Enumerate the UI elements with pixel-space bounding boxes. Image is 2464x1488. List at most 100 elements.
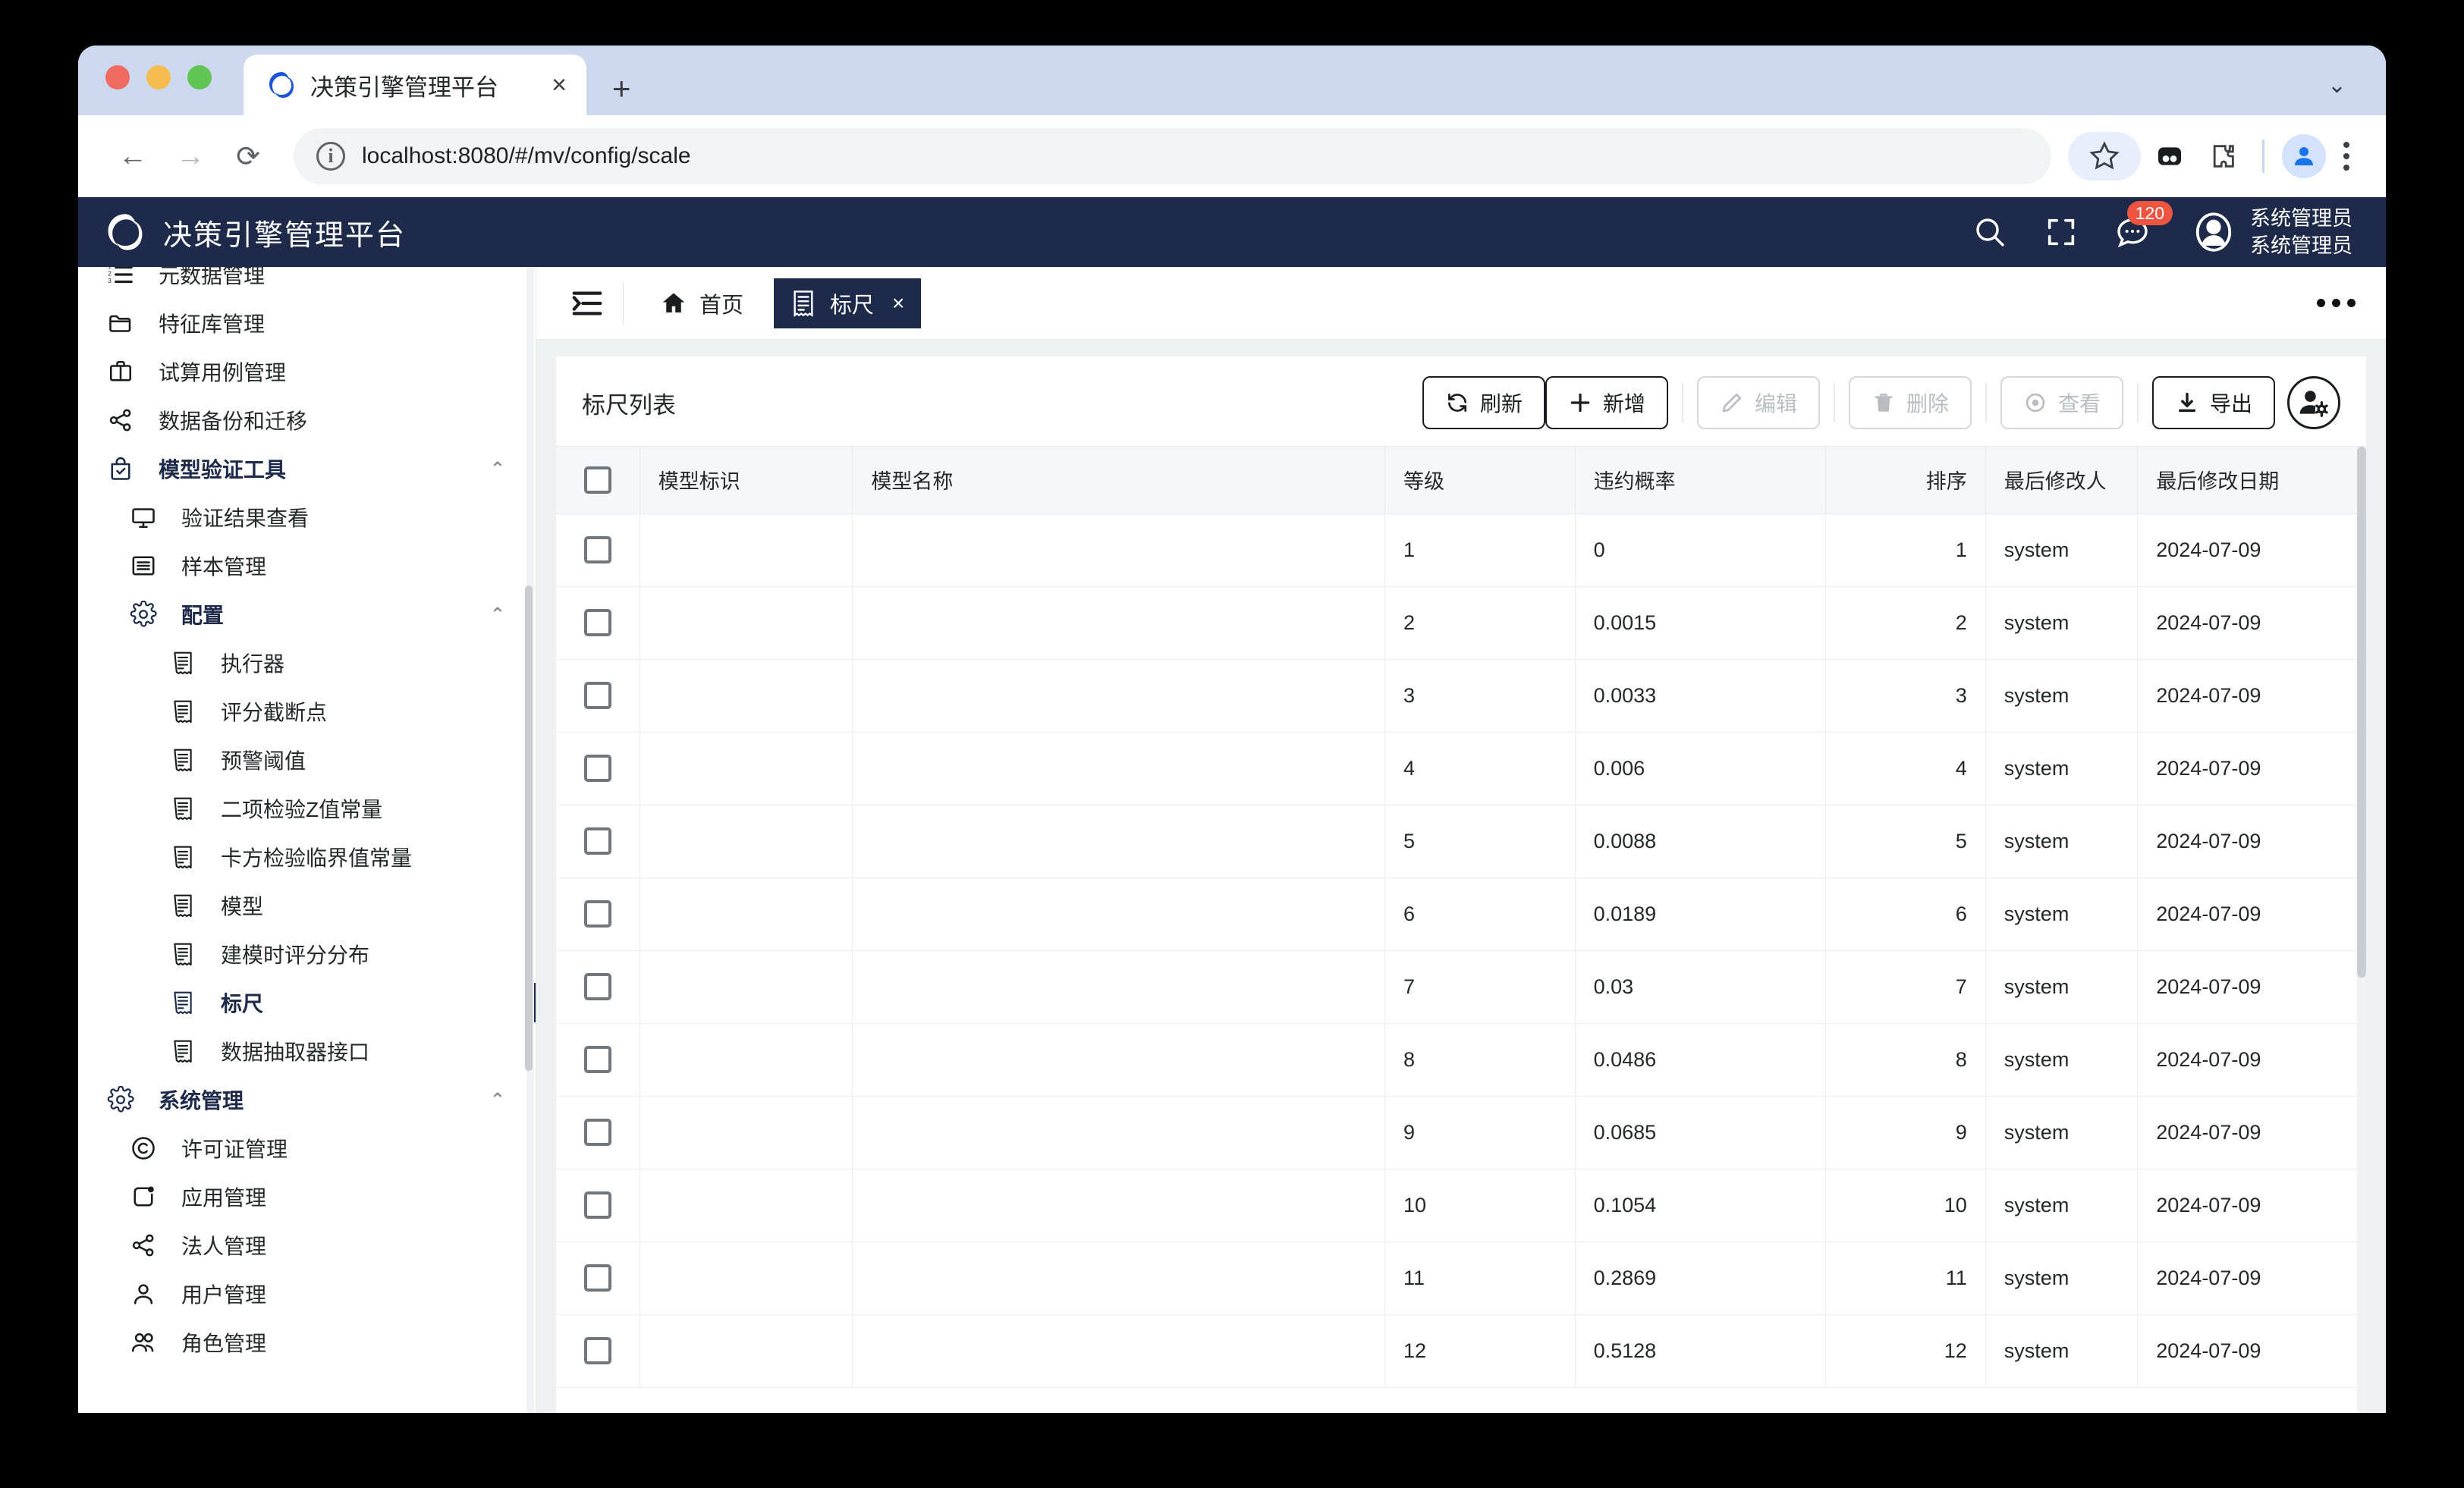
document-icon (163, 648, 203, 677)
tab-scale[interactable]: 标尺 × (774, 278, 922, 328)
site-info-icon[interactable]: i (316, 142, 345, 171)
fullscreen-icon[interactable] (2041, 212, 2082, 253)
column-header-pd[interactable]: 违约概率 (1575, 447, 1827, 514)
table-row[interactable]: 4 0.006 4 system 2024-07-09 (556, 732, 2366, 805)
back-button[interactable]: ← (118, 140, 147, 172)
row-checkbox[interactable] (583, 973, 611, 1000)
toolbar-divider (2136, 383, 2139, 422)
message-icon[interactable]: 120 (2112, 201, 2173, 253)
row-select-cell (556, 950, 640, 1024)
row-checkbox[interactable] (583, 900, 611, 928)
sidebar-item-数据备份和迁移[interactable]: 数据备份和迁移 (78, 396, 536, 444)
browser-menu-button[interactable] (2333, 142, 2360, 171)
sidebar-item-特征库管理[interactable]: 特征库管理 (78, 299, 536, 347)
extensions-puzzle-icon[interactable] (2198, 132, 2247, 181)
sidebar-item-模型验证工具[interactable]: 模型验证工具 ⌃ (78, 444, 536, 493)
forward-button[interactable]: → (176, 140, 205, 172)
column-header-date[interactable]: 最后修改日期 (2137, 447, 2366, 514)
ordered-list-icon: 123 (101, 267, 140, 289)
table-row[interactable]: 3 0.0033 3 system 2024-07-09 (556, 659, 2366, 733)
sidebar-item-样本管理[interactable]: 样本管理 (78, 542, 536, 590)
search-icon[interactable] (1969, 212, 2010, 253)
row-checkbox[interactable] (583, 1337, 611, 1364)
table-row[interactable]: 6 0.0189 6 system 2024-07-09 (556, 877, 2366, 951)
table-row[interactable]: 9 0.0685 9 system 2024-07-09 (556, 1096, 2366, 1169)
row-checkbox[interactable] (583, 536, 611, 563)
more-options-icon[interactable] (2317, 299, 2356, 307)
sidebar-item-法人管理[interactable]: 法人管理 (78, 1221, 536, 1270)
maximize-window-button[interactable] (187, 65, 212, 89)
row-checkbox[interactable] (583, 1264, 611, 1292)
select-all-checkbox[interactable] (583, 466, 611, 494)
row-checkbox[interactable] (583, 755, 611, 782)
column-header-model-name[interactable]: 模型名称 (852, 447, 1385, 514)
sidebar-item-角色管理[interactable]: 角色管理 (78, 1318, 536, 1367)
table-row[interactable]: 12 0.5128 12 system 2024-07-09 (556, 1314, 2366, 1388)
sidebar-item-配置[interactable]: 配置 ⌃ (78, 590, 536, 639)
table-row[interactable]: 8 0.0486 8 system 2024-07-09 (556, 1023, 2366, 1097)
sidebar-item-用户管理[interactable]: 用户管理 (78, 1270, 536, 1318)
close-tab-scale-button[interactable]: × (892, 290, 905, 315)
row-checkbox[interactable] (583, 1191, 611, 1219)
sidebar-item-模型[interactable]: 模型 (78, 881, 536, 930)
column-header-level[interactable]: 等级 (1384, 447, 1576, 514)
sidebar-item-建模时评分分布[interactable]: 建模时评分分布 (78, 930, 536, 978)
collapse-menu-icon[interactable] (562, 286, 612, 321)
table-row[interactable]: 11 0.2869 11 system 2024-07-09 (556, 1242, 2366, 1315)
column-header-model-id[interactable]: 模型标识 (640, 447, 853, 514)
row-checkbox[interactable] (583, 827, 611, 855)
sidebar-item-试算用例管理[interactable]: 试算用例管理 (78, 347, 536, 396)
table-row[interactable]: 5 0.0088 5 system 2024-07-09 (556, 805, 2366, 878)
cell-date: 2024-07-09 (2137, 513, 2366, 587)
sidebar-item-评分截断点[interactable]: 评分截断点 (78, 687, 536, 736)
new-tab-button[interactable]: + (612, 71, 631, 106)
tab-home[interactable]: 首页 (643, 280, 760, 327)
sidebar-scrollbar-track[interactable] (525, 267, 534, 1413)
sidebar-item-验证结果查看[interactable]: 验证结果查看 (78, 493, 536, 542)
close-window-button[interactable] (105, 65, 130, 89)
table-row[interactable]: 10 0.1054 10 system 2024-07-09 (556, 1169, 2366, 1242)
row-checkbox[interactable] (583, 1119, 611, 1146)
chevron-up-icon[interactable]: ⌃ (489, 1089, 505, 1110)
sidebar-item-label: 标尺 (221, 992, 264, 1016)
user-settings-button[interactable] (2287, 376, 2340, 429)
browser-profile-avatar[interactable] (2280, 132, 2328, 181)
sidebar-item-二项检验Z值常量[interactable]: 二项检验Z值常量 (78, 784, 536, 833)
sidebar-item-执行器[interactable]: 执行器 (78, 639, 536, 687)
table-scrollbar-track[interactable] (2357, 447, 2366, 1413)
table-scrollbar-thumb[interactable] (2357, 447, 2366, 978)
close-tab-button[interactable]: × (552, 71, 567, 99)
row-checkbox[interactable] (583, 682, 611, 709)
address-bar[interactable]: i localhost:8080/#/mv/config/scale (294, 128, 2051, 184)
download-button[interactable]: 导出 (2151, 376, 2275, 429)
refresh-button[interactable]: 刷新 (1422, 376, 1545, 429)
minimize-window-button[interactable] (146, 65, 171, 89)
sidebar-item-数据抽取器接口[interactable]: 数据抽取器接口 (78, 1027, 536, 1075)
table-row[interactable]: 1 0 1 system 2024-07-09 (556, 513, 2366, 587)
sidebar-item-标尺[interactable]: 标尺 (78, 978, 536, 1027)
chevron-up-icon[interactable]: ⌃ (489, 458, 505, 479)
tab-list-chevron-icon[interactable]: ⌄ (2327, 73, 2346, 98)
table-row[interactable]: 2 0.0015 2 system 2024-07-09 (556, 586, 2366, 660)
sidebar-item-预警阈值[interactable]: 预警阈值 (78, 736, 536, 784)
sidebar-item-应用管理[interactable]: 应用管理 (78, 1173, 536, 1221)
trash-button: 删除 (1848, 376, 1972, 429)
sidebar-item-元数据管理[interactable]: 123 元数据管理 (78, 267, 536, 299)
row-checkbox[interactable] (583, 1046, 611, 1073)
sidebar-item-系统管理[interactable]: 系统管理 ⌃ (78, 1075, 536, 1124)
sidebar-item-卡方检验临界值常量[interactable]: 卡方检验临界值常量 (78, 833, 536, 881)
media-badge-icon[interactable] (2145, 132, 2194, 181)
sidebar-item-许可证管理[interactable]: 许可证管理 (78, 1124, 536, 1173)
browser-tab[interactable]: 决策引擎管理平台 × (244, 55, 586, 115)
bookmark-star-icon[interactable] (2068, 132, 2141, 181)
column-header-order[interactable]: 排序 (1825, 447, 1986, 514)
sidebar-scrollbar-thumb[interactable] (525, 585, 533, 1071)
column-header-modifier[interactable]: 最后修改人 (1985, 447, 2139, 514)
chevron-up-icon[interactable]: ⌃ (489, 604, 505, 625)
cell-pd: 0.0685 (1575, 1096, 1827, 1169)
plus-button[interactable]: 新增 (1545, 376, 1668, 429)
reload-button[interactable]: ⟳ (236, 140, 260, 173)
user-menu[interactable]: 系统管理员 系统管理员 (2191, 205, 2352, 260)
table-row[interactable]: 7 0.03 7 system 2024-07-09 (556, 950, 2366, 1024)
row-checkbox[interactable] (583, 609, 611, 636)
